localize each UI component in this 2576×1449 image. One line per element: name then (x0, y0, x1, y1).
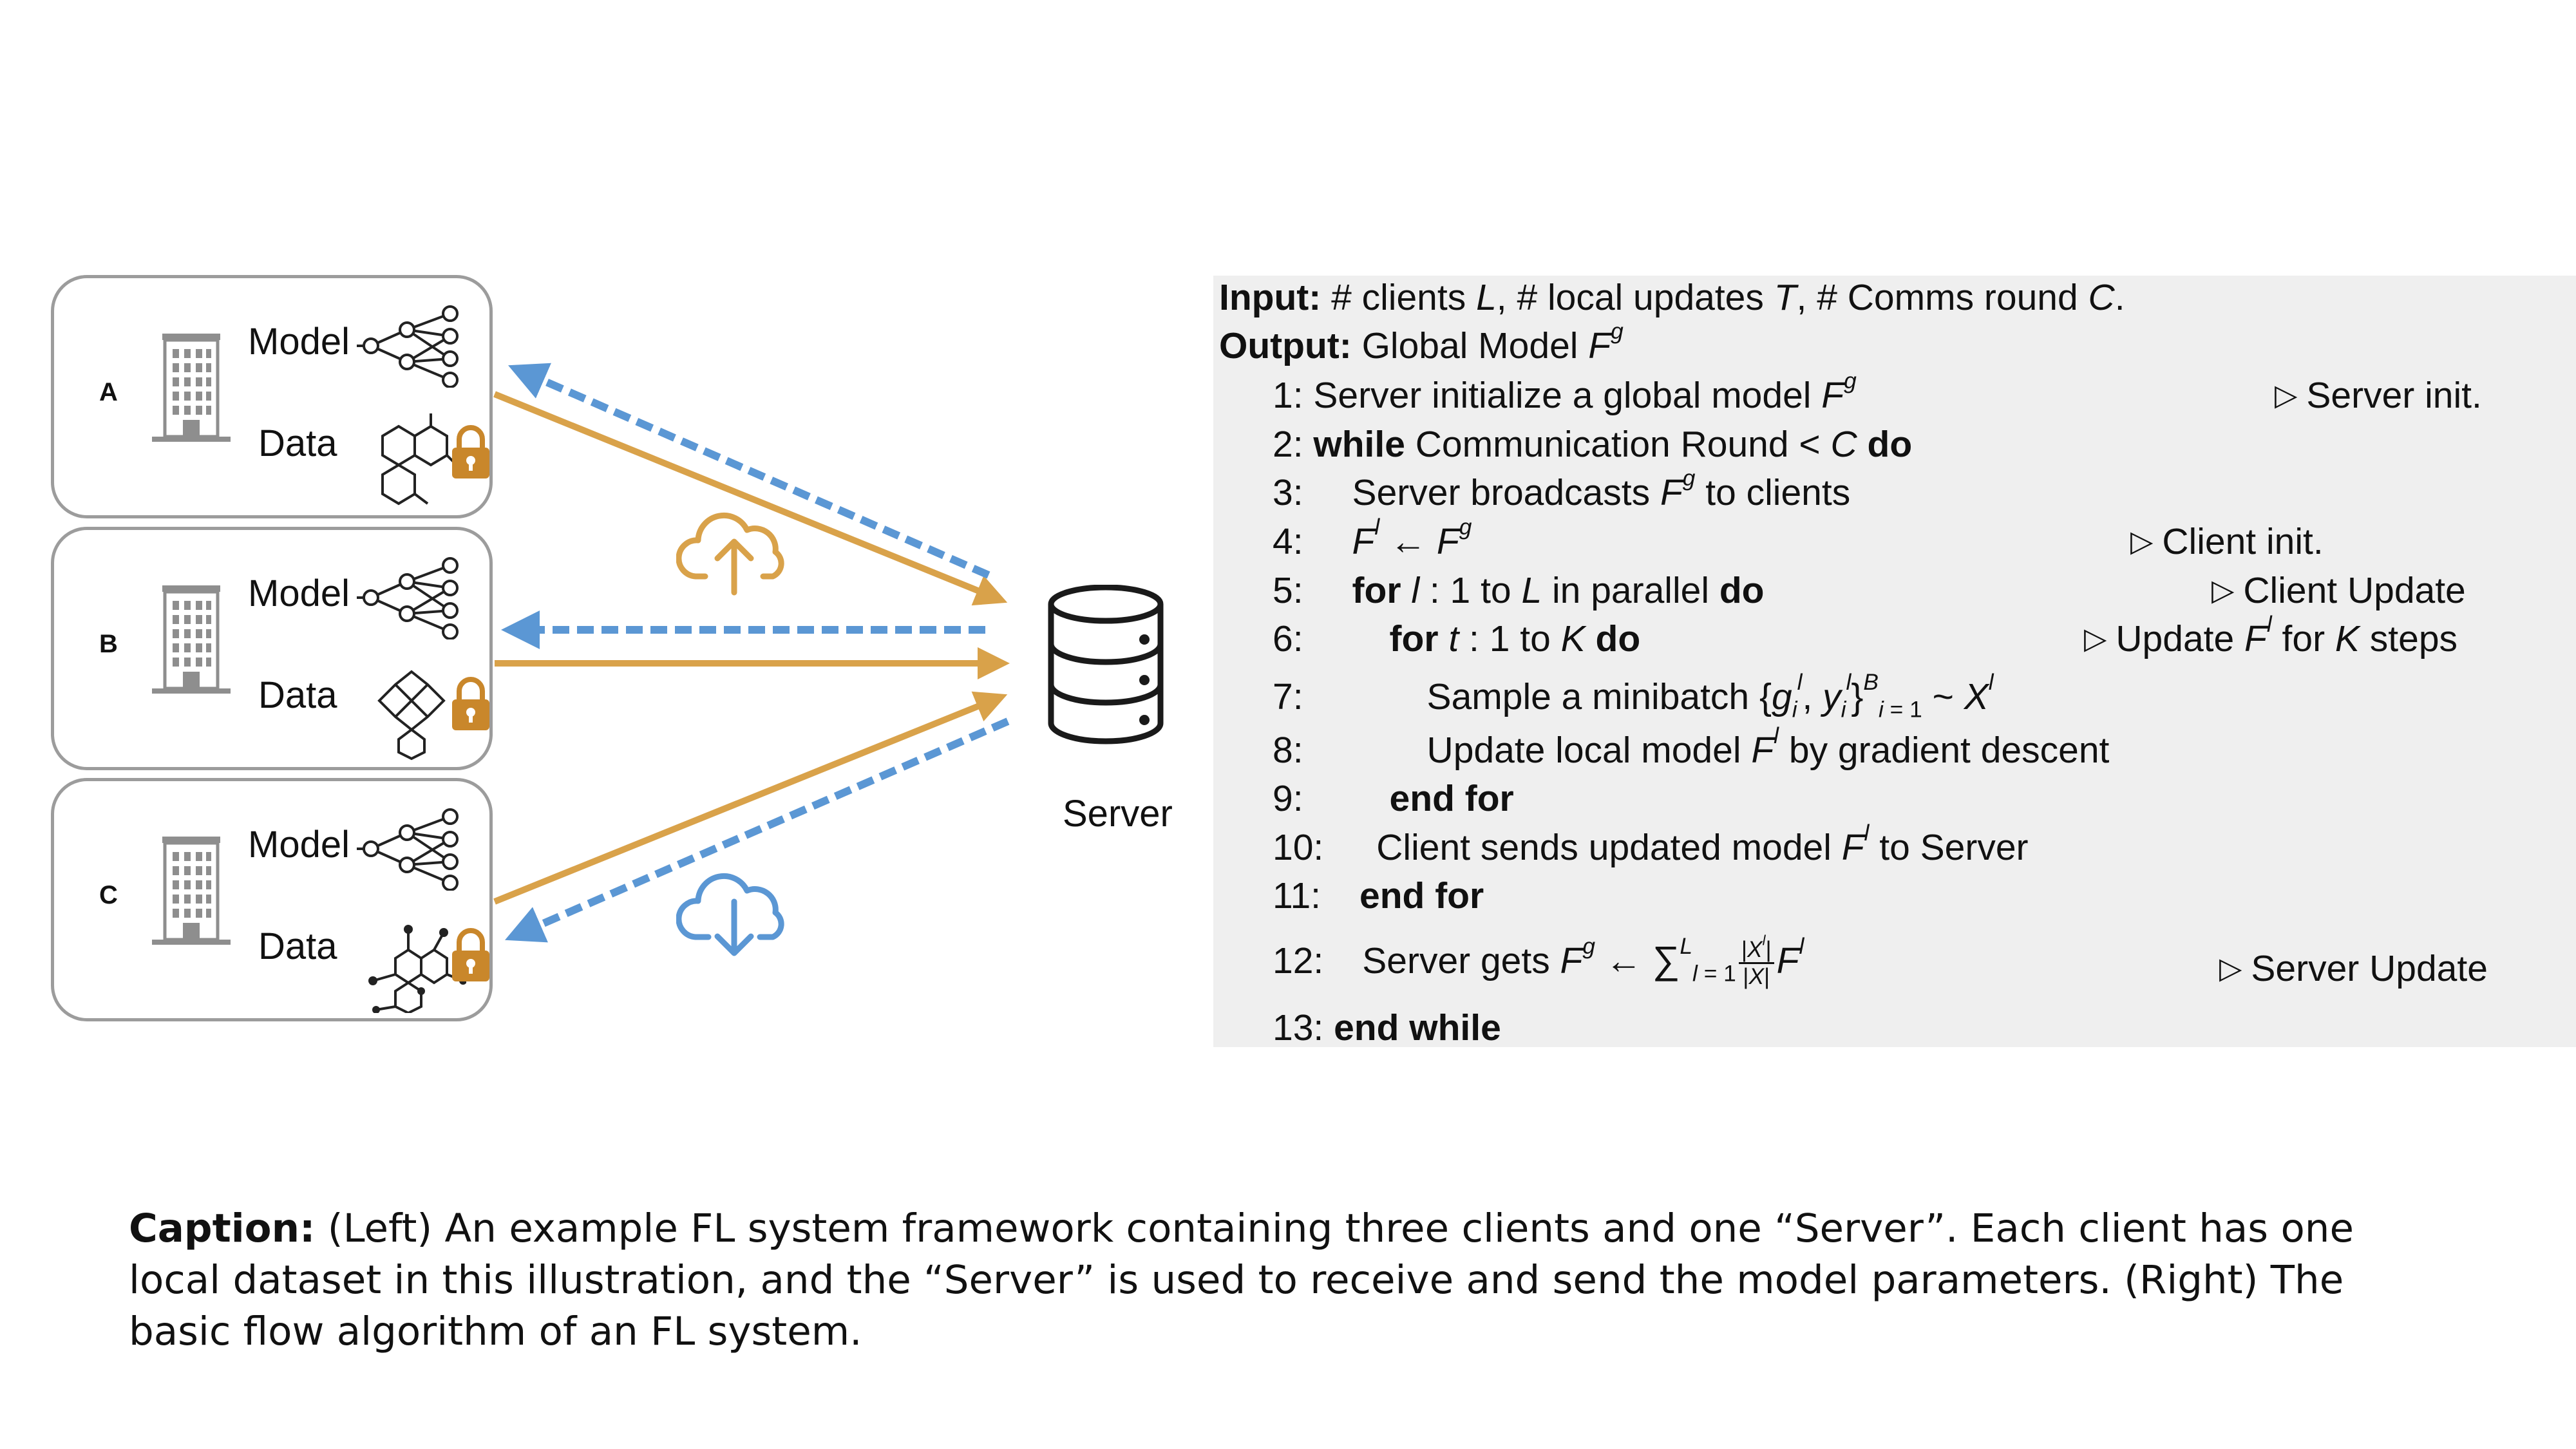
upload-arrow-c (493, 691, 1008, 905)
download-arrow-c (504, 717, 1010, 943)
molecule-icon (368, 925, 466, 1013)
algo-line-9: 9: end for (1273, 778, 1514, 819)
algo-line-4: 4: Fl ← Fg (1273, 514, 1472, 562)
algo-line-5: 5: for l : 1 to L in parallel do (1273, 570, 1765, 611)
algo-line-3: 3: Server broadcasts Fg to clients (1273, 465, 1851, 513)
database-icon (1048, 585, 1164, 744)
client-box-c: C Model Data (51, 778, 493, 1021)
output-text: Global Model Fg (1361, 318, 1624, 366)
data-label: Data (258, 925, 337, 967)
model-label: Model (248, 824, 350, 866)
client-letter: B (99, 630, 118, 658)
line-number: 6: (1273, 618, 1303, 659)
input-text: # clients L, # local updates T, # Comms … (1331, 277, 2125, 318)
algo-line-6: 6: for t : 1 to K do (1273, 618, 1641, 659)
input-label: Input: (1219, 277, 1321, 318)
algo-comment-5: ▷ Client Update (2211, 570, 2466, 611)
algo-line-12: 12: Server gets Fg ← ∑Ll = 1 |Xl| |X| Fl (1273, 932, 1804, 990)
cloud-download-icon (676, 873, 784, 956)
line-number: 5: (1273, 570, 1303, 611)
line-number: 1: (1273, 375, 1303, 416)
data-label: Data (258, 422, 337, 464)
algo-comment-4: ▷ Client init. (2130, 521, 2324, 562)
data-label: Data (258, 674, 337, 716)
algo-line-8: 8: Update local model Fl by gradient desc… (1273, 723, 2110, 771)
caption-text: (Left) An example FL system framework co… (129, 1206, 2354, 1354)
cloud-upload-icon (676, 512, 784, 596)
algo-line-11: 11: end for (1273, 875, 1484, 916)
algo-line-7: 7: Sample a minibatch {gil, yil}Bi = 1 ~ … (1273, 669, 1994, 723)
model-label: Model (248, 321, 350, 363)
line-number: 11: (1273, 875, 1321, 916)
line-number: 12: (1273, 940, 1324, 981)
figure-caption: Caption: (Left) An example FL system fra… (129, 1203, 2447, 1358)
algorithm-panel: Input: # clients L, # local updates T, #… (1213, 276, 2576, 1047)
line-number: 8: (1273, 730, 1303, 771)
upload-arrow-a (493, 391, 1008, 606)
line-number: 3: (1273, 472, 1303, 513)
line-number: 9: (1273, 778, 1303, 819)
line-number: 13: (1273, 1007, 1324, 1048)
algo-comment-6: ▷ Update Fl for K steps (2084, 611, 2458, 659)
line-number: 2: (1273, 424, 1303, 465)
client-box-a: A Model Data (51, 275, 493, 518)
algo-input: Input: # clients L, # local updates T, #… (1219, 279, 2125, 316)
algo-comment-1: ▷ Server init. (2275, 375, 2482, 416)
client-letter: A (99, 378, 118, 406)
algo-output: Output: Global Model Fg (1219, 318, 1624, 366)
client-box-b: B Model Data (51, 527, 493, 770)
model-label: Model (248, 573, 350, 614)
algo-line-1: 1: Server initialize a global model Fg (1273, 368, 1857, 416)
server-label: Server (1063, 793, 1173, 835)
line-number: 4: (1273, 521, 1303, 562)
molecule-icon (377, 670, 446, 761)
line-number: 10: (1273, 827, 1324, 868)
algo-line-10: 10: Client sends updated model Fl to Serv… (1273, 820, 2029, 868)
client-letter: C (99, 881, 118, 909)
algo-line-13: 13: end while (1273, 1007, 1501, 1048)
output-label: Output: (1219, 325, 1352, 366)
caption-label: Caption: (129, 1206, 316, 1251)
algo-line-2: 2: while Communication Round < C do (1273, 424, 1913, 465)
download-arrow-a (508, 363, 990, 579)
algo-comment-12: ▷ Server Update (2219, 948, 2488, 989)
line-number: 7: (1273, 676, 1303, 717)
